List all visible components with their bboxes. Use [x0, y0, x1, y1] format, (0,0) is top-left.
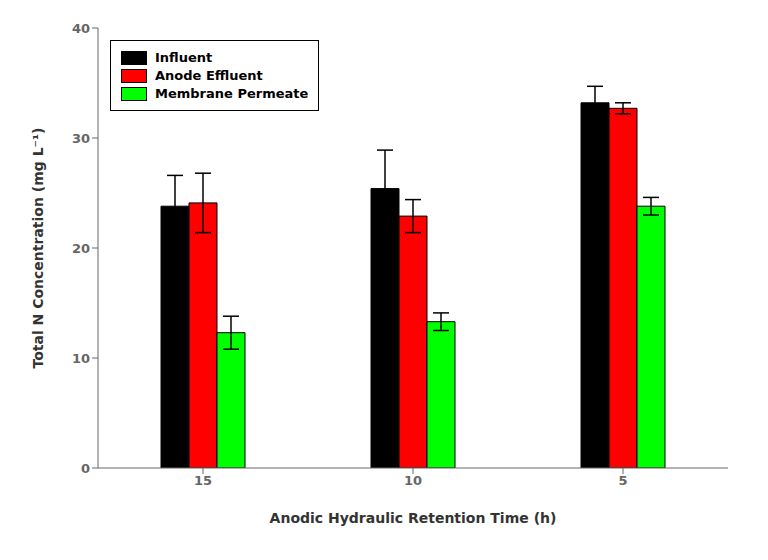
svg-text:Total N Concentration (mg L⁻¹): Total N Concentration (mg L⁻¹) — [30, 127, 46, 368]
svg-text:40: 40 — [72, 21, 90, 36]
html-text:Anode Effluent: Anode Effluent — [155, 68, 263, 83]
svg-text:30: 30 — [72, 131, 90, 146]
html-text:Influent: Influent — [155, 50, 213, 65]
svg-text:10: 10 — [404, 473, 422, 488]
svg-text:Anodic Hydraulic Retention Tim: Anodic Hydraulic Retention Time (h) — [270, 510, 557, 526]
html-text:Membrane Permeate: Membrane Permeate — [155, 86, 309, 101]
svg-text:20: 20 — [72, 241, 90, 256]
svg-text:0: 0 — [81, 461, 90, 476]
svg-text:5: 5 — [618, 473, 627, 488]
svg-text:10: 10 — [72, 351, 90, 366]
svg-text:15: 15 — [194, 473, 212, 488]
